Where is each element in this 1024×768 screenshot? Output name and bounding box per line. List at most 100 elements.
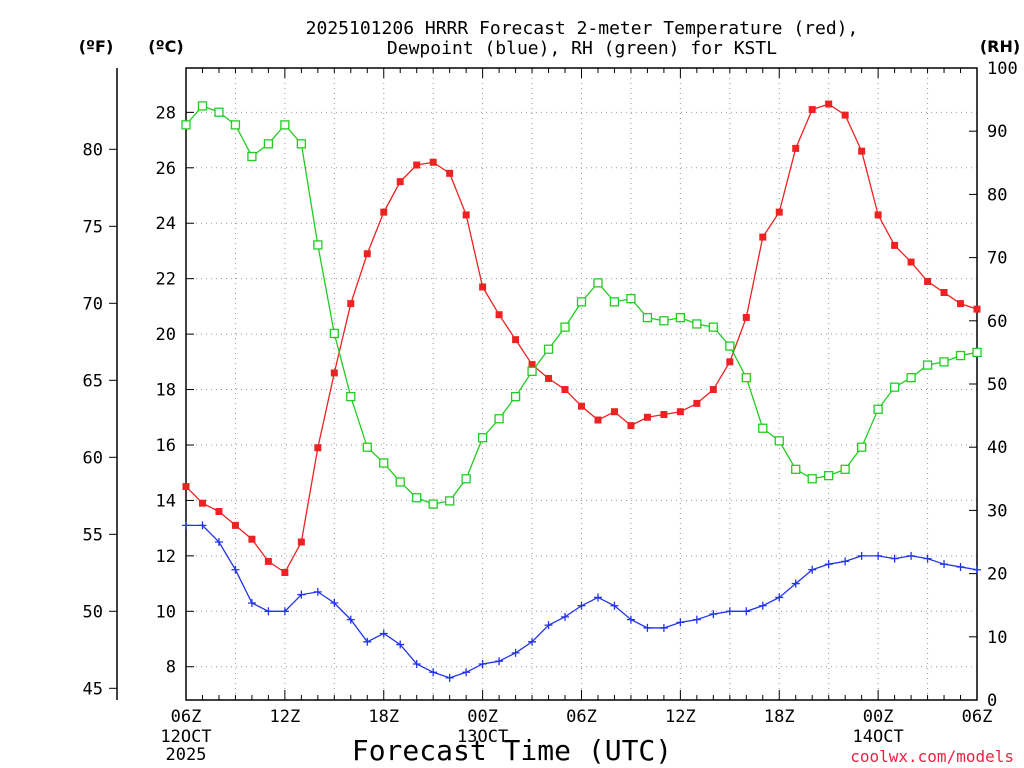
2-meter-temperature-point [660, 410, 668, 418]
2-meter-temperature-point [808, 106, 816, 114]
2-meter-temperature-point [643, 413, 651, 421]
2-meter-temperature-point [528, 361, 536, 369]
dewpoint-point [379, 629, 388, 638]
dewpoint-point [313, 587, 322, 596]
dewpoint-point [182, 521, 190, 530]
celsius-tick-label: 12 [156, 547, 176, 567]
chart-title-line2: Dewpoint (blue), RH (green) for KSTL [387, 38, 777, 59]
x-tick-label: 06Z [566, 707, 597, 727]
2-meter-temperature-point [330, 369, 338, 377]
rh-point [412, 493, 422, 503]
dewpoint-point [956, 562, 965, 571]
x-tick-label: 12Z [665, 707, 696, 727]
2-meter-temperature-point [759, 233, 767, 241]
2-meter-temperature-point [281, 568, 289, 576]
dewpoint-point [725, 607, 734, 616]
2-meter-temperature-point [512, 336, 520, 344]
dewpoint-point [643, 623, 652, 632]
2-meter-temperature-point [775, 208, 783, 216]
rh-tick-label: 0 [987, 691, 997, 711]
2-meter-temperature-point [841, 111, 849, 119]
2-meter-temperature-point [545, 374, 553, 382]
rh-point [972, 347, 982, 358]
rh-point [609, 297, 620, 307]
rh-point [955, 350, 966, 361]
rh-point [230, 120, 241, 130]
rh-point [296, 139, 307, 149]
x-tick-date-label: 14OCT [853, 727, 904, 747]
2-meter-temperature-point [874, 211, 882, 219]
dewpoint-point [758, 601, 767, 610]
2-meter-temperature-point [709, 386, 717, 394]
dewpoint-point [478, 659, 487, 668]
dewpoint-point [692, 615, 701, 624]
2-meter-temperature-point [264, 557, 272, 565]
2-meter-temperature-point [726, 358, 734, 366]
dewpoint-point [676, 618, 685, 627]
2-meter-temperature-point [907, 258, 915, 266]
2-meter-temperature-point [742, 313, 750, 321]
dewpoint-point [495, 657, 504, 666]
rh-unit-label: (RH) [980, 37, 1020, 56]
2-meter-temperature-point [413, 161, 421, 169]
fahrenheit-tick-label: 70 [83, 294, 103, 314]
2-meter-temperature-point [429, 158, 437, 166]
2-meter-temperature-point [248, 535, 256, 543]
rh-tick-label: 90 [987, 122, 1007, 142]
2-meter-temperature-point [182, 483, 190, 491]
dewpoint-point [791, 579, 800, 588]
rh-point [461, 474, 471, 484]
axes: 45 50 55 60 65 70 75 80 8 10 12 14 16 18 20 22 24 26 28 0 10… [83, 59, 1018, 765]
2-meter-temperature-point [297, 538, 305, 546]
rh-point [494, 414, 504, 424]
rh-point [329, 328, 339, 339]
2-meter-temperature-point [594, 416, 602, 424]
rh-point [313, 240, 323, 250]
rh-point [939, 357, 949, 367]
dewpoint-point [346, 615, 355, 624]
rh-point [708, 322, 718, 332]
chart-title-line1: 2025101206 HRRR Forecast 2-meter Tempera… [306, 18, 859, 39]
dewpoint-point [841, 557, 850, 566]
dewpoint-point [247, 598, 256, 607]
x-tick-label: 00Z [863, 707, 894, 727]
celsius-tick-label: 16 [156, 436, 176, 456]
rh-tick-label: 100 [987, 59, 1018, 79]
dewpoint-point [907, 551, 916, 560]
rh-tick-label: 20 [987, 565, 1007, 585]
rh-point [445, 496, 455, 506]
dewpoint-point [445, 673, 454, 682]
dewpoint-point [363, 637, 372, 646]
rh-point [873, 404, 883, 414]
fahrenheit-tick-label: 55 [83, 525, 103, 545]
dewpoint-point [775, 593, 784, 602]
celsius-tick-label: 18 [156, 381, 176, 401]
dewpoint-point [462, 668, 471, 677]
2-meter-temperature-point [561, 386, 569, 394]
celsius-tick-label: 8 [166, 658, 176, 678]
2-meter-temperature-point [676, 408, 684, 416]
rh-point [428, 499, 438, 509]
rh-point [576, 297, 587, 307]
rh-point [906, 373, 916, 383]
dewpoint-point [544, 621, 553, 630]
dewpoint-point [890, 554, 899, 563]
dewpoint-point [824, 560, 833, 569]
x-tick-label: 18Z [764, 707, 795, 727]
2-meter-temperature-point [495, 311, 503, 319]
rh-tick-label: 80 [987, 185, 1007, 205]
rh-point [642, 312, 653, 323]
dewpoint-point [742, 607, 751, 616]
2-meter-temperature-point [396, 178, 404, 186]
dewpoint-point [231, 565, 240, 574]
2-meter-temperature-point [973, 305, 981, 313]
fahrenheit-tick-label: 75 [83, 217, 103, 237]
dewpoint-point [593, 593, 602, 602]
rh-point [692, 319, 702, 329]
rh-point [774, 436, 784, 446]
2-meter-temperature-point [825, 100, 833, 108]
series-layer [181, 100, 982, 682]
2-meter-temperature-point [231, 521, 239, 529]
dewpoint-point [280, 607, 289, 616]
